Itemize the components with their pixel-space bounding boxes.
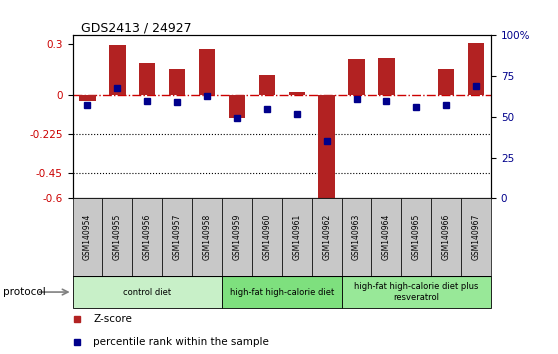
Text: GSM140957: GSM140957 [172,214,182,261]
Bar [192,198,222,276]
Bar [348,59,365,95]
Bar [461,198,491,276]
Text: high-fat high-calorie diet: high-fat high-calorie diet [230,287,334,297]
Bar [401,198,431,276]
Text: control diet: control diet [123,287,171,297]
Text: GSM140963: GSM140963 [352,214,361,261]
Bar [103,198,132,276]
Bar [431,198,461,276]
Text: GSM140966: GSM140966 [442,214,451,261]
Text: GSM140956: GSM140956 [143,214,152,261]
Bar [73,198,103,276]
Text: percentile rank within the sample: percentile rank within the sample [94,337,270,348]
Bar [372,198,401,276]
Bar [73,276,222,308]
Text: GSM140954: GSM140954 [83,214,92,261]
Text: protocol: protocol [3,287,46,297]
Bar [109,45,126,95]
Bar [139,63,156,95]
Text: GSM140961: GSM140961 [292,214,301,260]
Text: GDS2413 / 24927: GDS2413 / 24927 [81,21,191,34]
Bar [438,69,454,95]
Text: GSM140958: GSM140958 [203,214,211,260]
Text: GSM140955: GSM140955 [113,214,122,261]
Bar [468,43,484,95]
Bar [288,92,305,95]
Bar [341,276,491,308]
Text: GSM140964: GSM140964 [382,214,391,261]
Bar [312,198,341,276]
Bar [378,58,395,95]
Bar [229,95,245,118]
Text: GSM140967: GSM140967 [472,214,480,261]
Text: GSM140959: GSM140959 [233,214,242,261]
Bar [162,198,192,276]
Text: Z-score: Z-score [94,314,132,325]
Bar [132,198,162,276]
Bar [199,49,215,95]
Bar [252,198,282,276]
Bar [222,198,252,276]
Text: GSM140960: GSM140960 [262,214,271,261]
Text: GSM140962: GSM140962 [322,214,331,260]
Bar [222,276,341,308]
Bar [169,69,185,95]
Bar [258,75,275,95]
Text: GSM140965: GSM140965 [412,214,421,261]
Bar [341,198,372,276]
Bar [282,198,312,276]
Bar [319,95,335,200]
Text: high-fat high-calorie diet plus
resveratrol: high-fat high-calorie diet plus resverat… [354,282,479,302]
Bar [79,95,96,101]
